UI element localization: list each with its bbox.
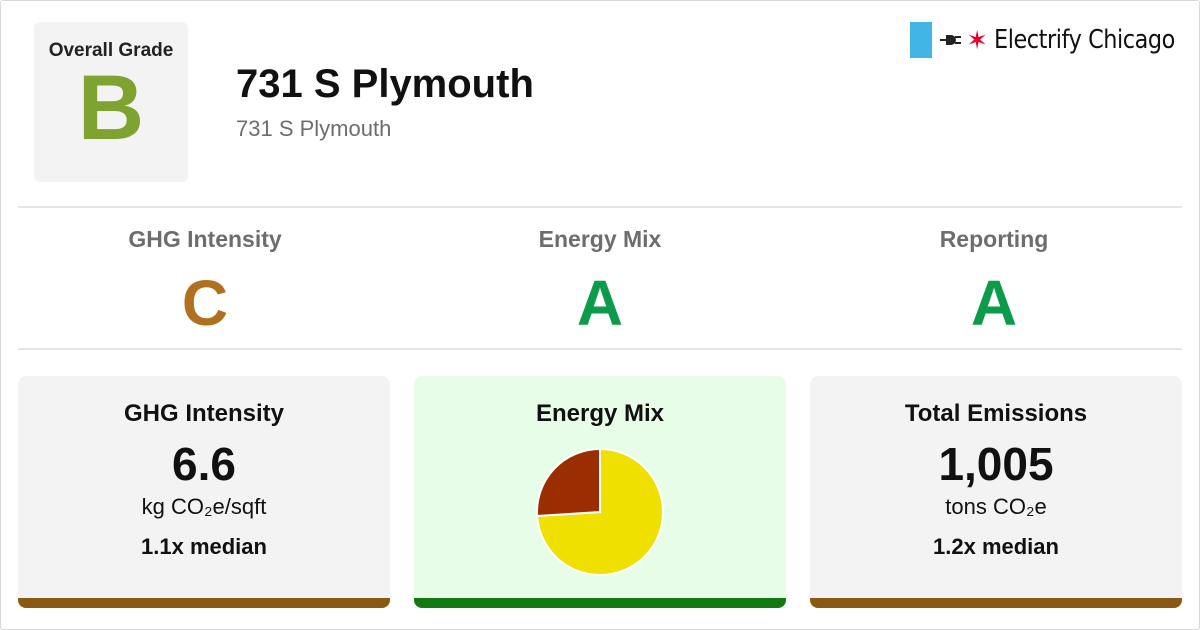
overall-grade-box: Overall Grade B: [34, 22, 188, 182]
grade-letter: A: [576, 267, 624, 339]
pie-slice-1: [536, 447, 601, 518]
star-icon: ✶: [966, 25, 988, 55]
brand-logo[interactable]: ✶ Electrify Chicago: [910, 22, 1176, 58]
card-value: 6.6: [172, 438, 236, 490]
card-accent-bar: [810, 598, 1182, 608]
card-median: 1.1x median: [141, 534, 267, 559]
grade-energy-mix: Energy Mix A: [403, 226, 797, 343]
ghg-intensity-card: GHG Intensity 6.6 kg CO₂e/sqft 1.1x medi…: [18, 376, 390, 608]
card-value: 1,005: [938, 438, 1054, 490]
divider-bottom: [18, 348, 1182, 350]
card-median: 1.2x median: [933, 534, 1059, 559]
grade-reporting: Reporting A: [797, 226, 1191, 343]
grade-ghg-intensity: GHG Intensity C: [8, 226, 402, 343]
grade-letter: C: [181, 267, 229, 339]
plug-icon: [940, 35, 962, 45]
card-title: Total Emissions: [904, 400, 1088, 427]
grade-letter: A: [970, 267, 1018, 339]
card-accent-bar: [414, 598, 786, 608]
card-accent-bar: [18, 598, 390, 608]
card-title: GHG Intensity: [123, 400, 285, 427]
building-name: 731 S Plymouth: [236, 62, 534, 106]
building-address: 731 S Plymouth: [236, 116, 392, 141]
flag-stripe-icon: [910, 22, 933, 58]
card-unit: kg CO₂e/sqft: [141, 494, 267, 519]
total-emissions-card: Total Emissions 1,005 tons CO₂e 1.2x med…: [810, 376, 1182, 608]
card-unit: tons CO₂e: [945, 494, 1047, 519]
energy-mix-card: Energy Mix: [414, 376, 786, 608]
divider-top: [18, 206, 1182, 208]
card-title: Energy Mix: [535, 400, 665, 427]
brand-name: Electrify Chicago: [994, 25, 1175, 55]
energy-mix-pie-chart: [536, 447, 664, 576]
grade-label: GHG Intensity: [128, 226, 282, 252]
grade-label: Reporting: [939, 226, 1049, 252]
overall-grade-letter: B: [77, 57, 145, 159]
overall-grade-label: Overall Grade: [48, 40, 174, 61]
grade-label: Energy Mix: [538, 226, 662, 252]
